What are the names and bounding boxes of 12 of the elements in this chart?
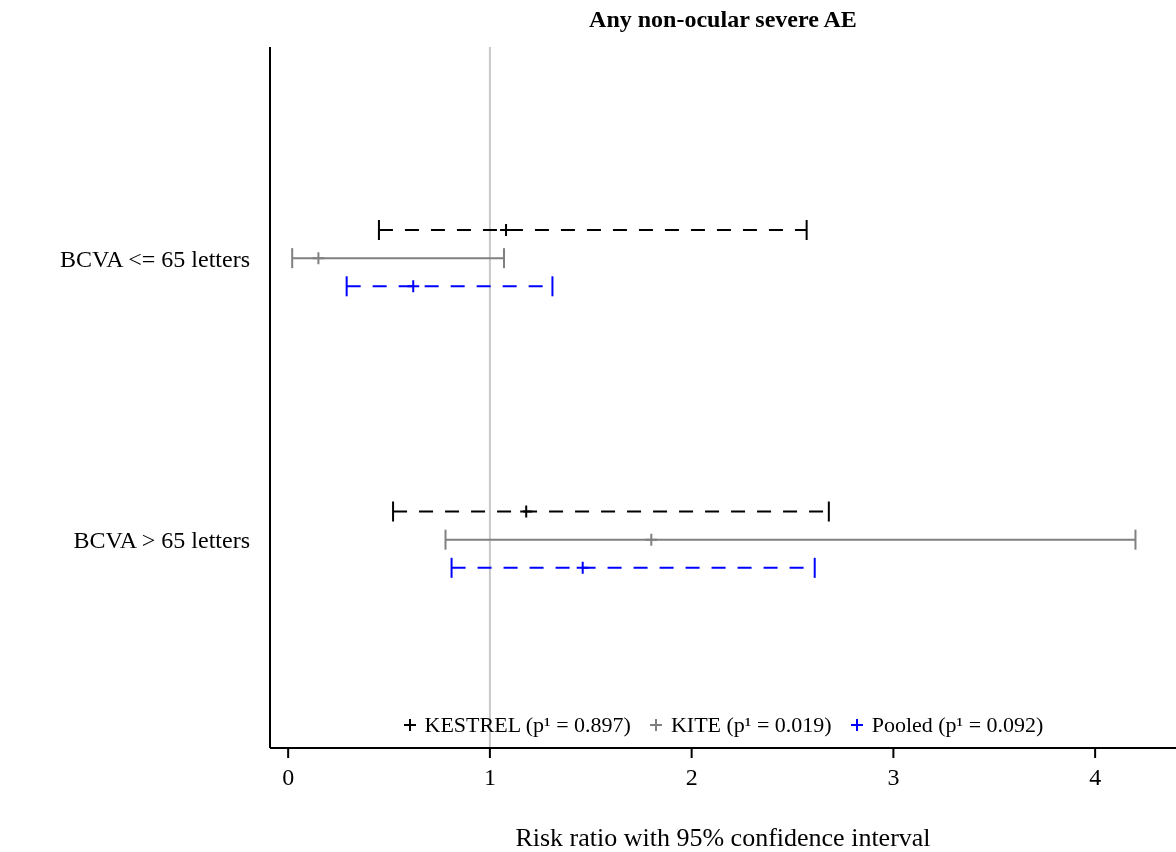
chart-title: Any non-ocular severe AE xyxy=(588,6,858,33)
x-tick-label: 0 xyxy=(282,764,295,791)
y-tick-label: BCVA > 65 letters xyxy=(73,527,250,554)
x-tick-label: 2 xyxy=(685,764,698,791)
legend-label: KITE (p¹ = 0.019) xyxy=(670,712,832,738)
x-axis-title: Risk ratio with 95% confidence interval xyxy=(515,823,931,852)
legend-label: Pooled (p¹ = 0.092) xyxy=(871,712,1044,738)
y-tick-label: BCVA <= 65 letters xyxy=(60,245,250,272)
x-tick-label: 1 xyxy=(483,764,496,791)
legend-label: KESTREL (p¹ = 0.897) xyxy=(424,712,631,738)
x-tick-label: 4 xyxy=(1089,764,1102,791)
x-tick-label: 3 xyxy=(887,764,900,791)
